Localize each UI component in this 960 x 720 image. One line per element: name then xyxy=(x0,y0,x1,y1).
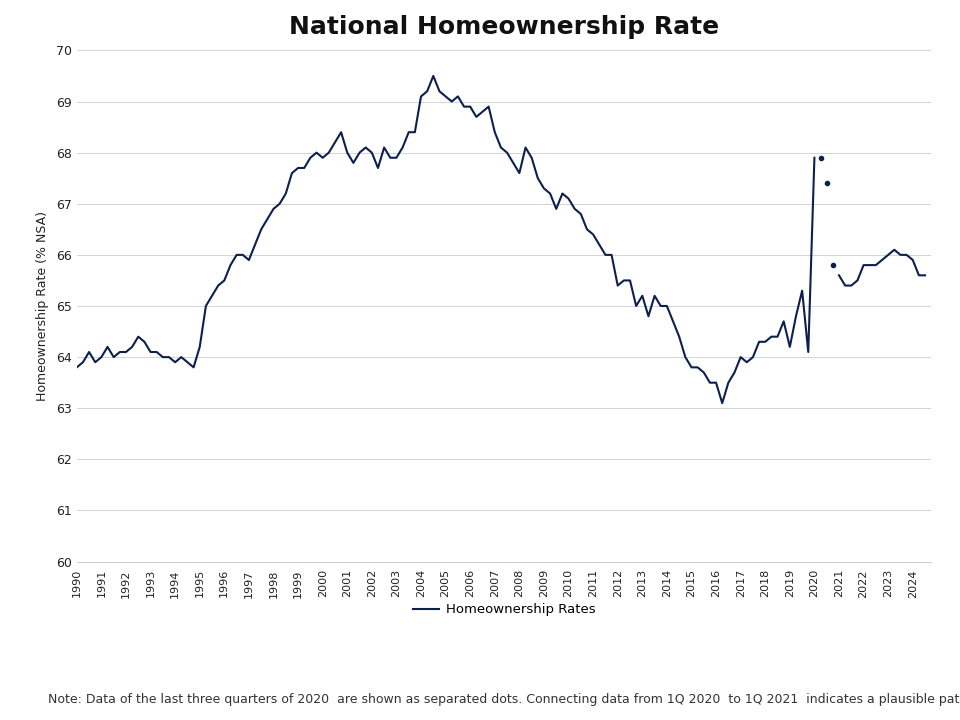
Y-axis label: Homeownership Rate (% NSA): Homeownership Rate (% NSA) xyxy=(36,211,49,401)
Legend: Homeownership Rates: Homeownership Rates xyxy=(407,598,601,621)
Text: Note: Data of the last three quarters of 2020  are shown as separated dots. Conn: Note: Data of the last three quarters of… xyxy=(48,693,960,706)
Title: National Homeownership Rate: National Homeownership Rate xyxy=(289,14,719,39)
